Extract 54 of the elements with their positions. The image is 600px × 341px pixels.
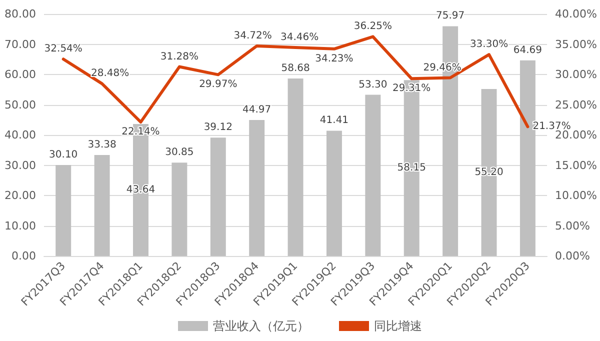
data-label: 34.72% (234, 30, 272, 42)
y2-tick-label: 0.00% (555, 250, 590, 262)
y-tick-label: 70.00 (4, 38, 36, 51)
bar (56, 164, 72, 256)
data-label: 34.46% (280, 32, 319, 44)
y-tick-label: 80.00 (4, 8, 36, 20)
y2-tick-label: 20.00% (555, 128, 598, 142)
y-tick-label: 60.00 (4, 68, 36, 81)
y2-tick-label: 10.00% (555, 189, 598, 202)
data-label: 29.46% (423, 62, 462, 74)
data-label: 43.64 (126, 184, 156, 196)
data-label: 39.12 (204, 122, 232, 134)
data-label: 29.31% (392, 83, 431, 94)
data-label: 75.97 (436, 10, 465, 22)
bar (326, 130, 342, 256)
y2-tick-label: 30.00% (555, 68, 598, 81)
bar (288, 78, 304, 256)
y2-tick-label: 5.00% (555, 219, 590, 232)
data-label: 30.10 (49, 149, 78, 160)
legend-label: 同比增速 (374, 319, 422, 333)
data-label: 31.28% (160, 51, 199, 62)
data-label: 33.30% (470, 39, 508, 50)
bar (172, 162, 188, 256)
y-tick-label: 0.00 (12, 250, 36, 262)
bar (520, 60, 536, 256)
data-label: 55.20 (474, 167, 504, 178)
y-tick-label: 50.00 (4, 98, 36, 112)
y-tick-label: 20.00 (4, 189, 36, 202)
y2-tick-label: 25.00% (555, 98, 598, 112)
bar (210, 138, 226, 256)
bar (365, 94, 381, 256)
data-label: 33.38 (88, 140, 116, 151)
data-label: 22.14% (122, 126, 160, 138)
y-tick-label: 30.00 (4, 158, 36, 172)
data-label: 64.69 (513, 44, 542, 56)
data-label: 30.85 (165, 147, 194, 158)
data-label: 36.25% (354, 21, 392, 32)
data-label: 41.41 (320, 115, 349, 126)
legend-label: 营业收入（亿元） (213, 319, 309, 333)
data-label: 58.15 (397, 162, 426, 174)
data-label: 58.68 (281, 62, 310, 74)
y2-tick-label: 40.00% (555, 8, 598, 20)
y2-tick-label: 15.00% (555, 158, 598, 172)
y2-tick-label: 35.00% (555, 38, 598, 51)
data-label: 29.97% (199, 79, 238, 90)
data-label: 32.54% (44, 44, 82, 55)
data-label: 53.30 (358, 79, 388, 90)
data-label: 28.48% (90, 68, 130, 80)
y-tick-label: 40.00 (4, 128, 36, 142)
bar (94, 155, 110, 256)
data-label: 34.23% (315, 53, 354, 64)
bar (249, 120, 265, 256)
y-tick-label: 10.00 (4, 219, 36, 232)
data-label: 44.97 (242, 104, 272, 116)
